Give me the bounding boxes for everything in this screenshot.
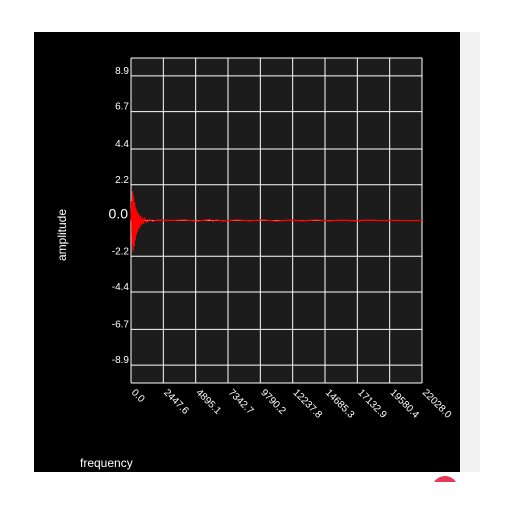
fab-clip	[420, 482, 480, 512]
y-tick-label: -8.9	[112, 355, 130, 366]
y-tick-label: 6.7	[115, 102, 129, 113]
x-tick-label: 4895.1	[194, 387, 224, 417]
y-tick-label: 0.0	[109, 206, 129, 222]
x-tick-label: 9790.2	[258, 387, 288, 417]
x-axis-label: frequency	[80, 456, 133, 470]
y-tick-label: 2.2	[115, 175, 129, 186]
y-tick-label: -2.2	[112, 246, 130, 257]
y-tick-label: 8.9	[115, 66, 129, 77]
y-tick-label: -4.4	[112, 282, 130, 293]
side-strip	[460, 32, 480, 472]
series-line	[130, 191, 423, 252]
y-tick-label: 4.4	[115, 139, 129, 150]
y-tick-label: -6.7	[112, 319, 130, 330]
y-axis-label: amplitude	[55, 209, 69, 261]
x-tick-label: 14685.3	[323, 387, 357, 421]
app-background-left	[0, 0, 34, 512]
x-tick-label: 19580.4	[388, 387, 422, 421]
x-axis-ticks: 0.0 2447.6 4895.1 7342.7 9790.2 12237.814685.…	[129, 387, 454, 421]
x-tick-label: 12237.8	[291, 387, 325, 421]
x-tick-label: 7342.7	[226, 387, 256, 417]
y-axis-ticks: 8.9 6.7 4.4 2.2 0.0 -2.2 -4.4 -6.7 -8.9	[109, 66, 130, 366]
x-tick-label: 22028.0	[420, 387, 454, 421]
x-tick-label: 0.0	[129, 387, 147, 405]
x-tick-label: 2447.6	[161, 387, 191, 417]
x-tick-label: 17132.9	[355, 387, 389, 421]
